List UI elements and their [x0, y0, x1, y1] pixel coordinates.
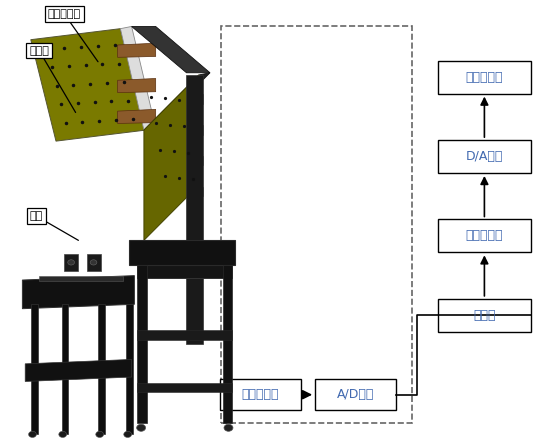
Circle shape: [90, 260, 97, 265]
Circle shape: [96, 431, 104, 437]
Polygon shape: [120, 26, 156, 130]
Text: 标志点: 标志点: [29, 46, 76, 112]
Polygon shape: [144, 75, 199, 240]
Text: 柔性铰接板: 柔性铰接板: [48, 9, 98, 62]
Polygon shape: [118, 78, 156, 93]
Polygon shape: [144, 73, 210, 130]
Text: D/A转换: D/A转换: [466, 150, 503, 163]
Circle shape: [68, 260, 74, 265]
Bar: [193, 94, 203, 104]
Bar: [186, 75, 203, 344]
Text: 电荷放大器: 电荷放大器: [242, 388, 279, 401]
Polygon shape: [118, 109, 156, 123]
Circle shape: [59, 431, 67, 437]
Bar: [438, 140, 531, 173]
Circle shape: [29, 431, 36, 437]
Text: 相机: 相机: [30, 211, 78, 240]
Polygon shape: [132, 26, 210, 73]
Bar: [39, 276, 123, 281]
Bar: [137, 265, 147, 423]
Bar: [193, 125, 203, 135]
Circle shape: [137, 424, 146, 431]
Bar: [221, 26, 412, 423]
Bar: [223, 265, 232, 423]
Circle shape: [224, 424, 233, 431]
Bar: [438, 299, 531, 332]
Bar: [62, 304, 68, 434]
Bar: [438, 61, 531, 94]
Polygon shape: [31, 29, 146, 141]
Polygon shape: [118, 43, 156, 57]
Bar: [438, 220, 531, 252]
Text: 电压放大器: 电压放大器: [466, 71, 503, 84]
Text: A/D转换: A/D转换: [337, 388, 374, 401]
Bar: [31, 304, 38, 434]
Bar: [137, 330, 232, 340]
Bar: [220, 379, 301, 410]
Polygon shape: [22, 276, 134, 309]
Polygon shape: [137, 249, 232, 278]
Bar: [193, 187, 203, 196]
Bar: [64, 254, 78, 271]
Bar: [98, 304, 105, 434]
Bar: [87, 254, 101, 271]
Bar: [315, 379, 396, 410]
Polygon shape: [129, 240, 235, 265]
Bar: [137, 383, 232, 392]
Bar: [126, 304, 133, 434]
Text: 计算机: 计算机: [473, 309, 496, 322]
Text: 运动控制卡: 运动控制卡: [466, 229, 503, 243]
Bar: [193, 156, 203, 165]
Polygon shape: [25, 359, 132, 381]
Circle shape: [124, 431, 132, 437]
